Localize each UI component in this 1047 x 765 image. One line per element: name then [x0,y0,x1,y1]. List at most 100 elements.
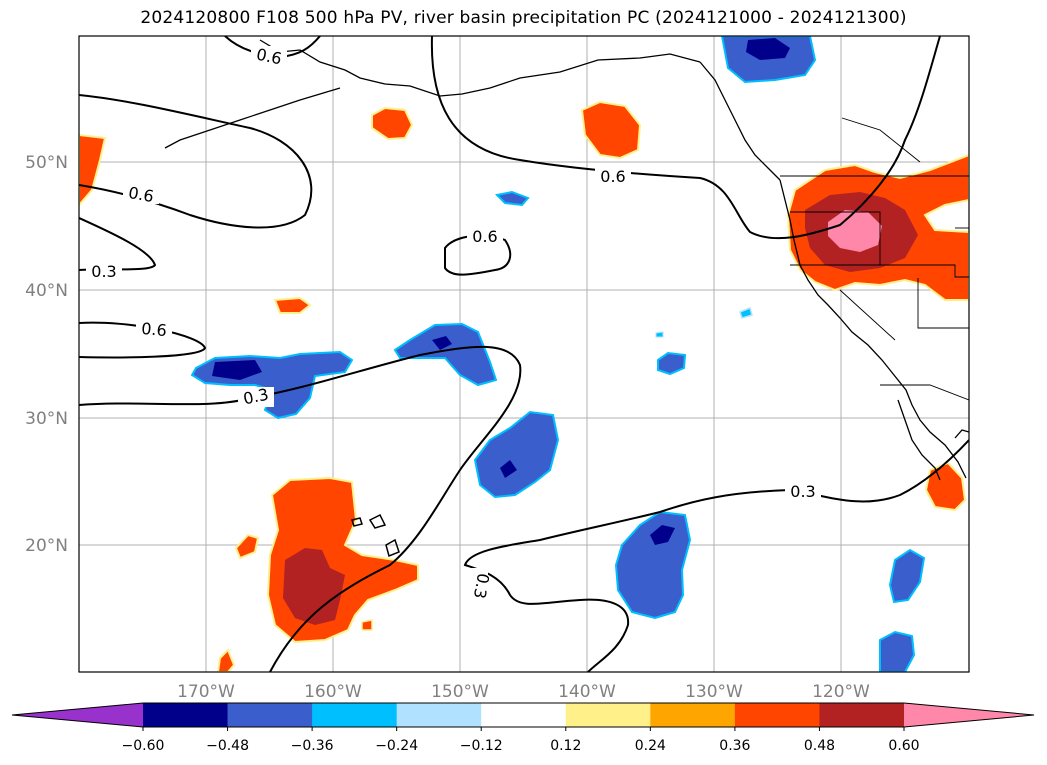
anomaly-blob [657,351,687,376]
anomaly-blob [879,630,916,672]
colorbar-segment [565,703,651,727]
lon-label-150w: 150°W [431,682,489,702]
anomaly-blob [212,360,262,380]
map-frame [78,35,970,673]
anomaly-blob [190,350,354,420]
anomaly-blob [739,306,753,319]
label-background [86,262,122,282]
label-background [785,482,821,502]
state-border [839,289,896,341]
lon-label-160w: 160°W [304,682,362,702]
anomaly-blob [283,548,345,625]
contour-label: 0.6 [255,45,284,69]
colorbar-tick-label: 0.12 [550,738,581,754]
anomaly-blob [500,460,517,478]
southeast-alaska-coast [699,61,781,181]
colorbar-tick-labels: −0.60 −0.48 −0.36 −0.24 −0.12 0.12 0.24 0.36 0.4… [122,727,920,754]
anomaly-blob [361,619,373,631]
label-background [238,387,274,407]
lon-tick-labels: 170°W 160°W 150°W 140°W 130°W 120°W [177,682,870,702]
anomaly-blob [650,525,675,545]
island [385,538,400,558]
anomaly-blob [924,461,967,512]
lon-label-130w: 130°W [685,682,743,702]
colorbar-tick-label: −0.12 [460,738,503,754]
pv-contour-0.3 [463,439,969,672]
anomaly-blob [580,100,642,160]
colorbar-segment [396,703,482,727]
us-mexico-border [880,384,969,401]
mexico-coast [954,429,969,439]
colorbar-segment [650,703,736,727]
alaska-coast [259,39,701,97]
positive-anomaly-fills [79,100,969,672]
contour-label: 0.3 [241,385,270,409]
label-background [595,167,631,187]
colorbar-segment [312,703,398,727]
pv-contour-0.6 [79,321,207,359]
anomaly-blob [655,331,664,338]
contour-label: 0.6 [472,227,497,246]
anomaly-blob [888,548,926,604]
anomaly-blob [234,533,260,560]
map-title: 2024120800 F108 500 hPa PV, river basin … [140,8,907,28]
colorbar-tick-label: −0.60 [122,738,165,754]
lat-label-20n: 20°N [25,536,68,556]
colorbar-extend-min [12,703,143,727]
canada-border [841,117,921,163]
pv-contour-0.6 [430,36,941,240]
anomaly-blob [393,322,498,387]
contour-label: 0.6 [600,167,625,186]
lon-label-120w: 120°W [812,682,870,702]
island [351,517,363,527]
colorbar-tick-label: 0.60 [888,738,919,754]
colorbar-tick-label: 0.36 [719,738,750,754]
state-border [917,278,969,329]
graticule [79,36,969,672]
colorbar: −0.60 −0.48 −0.36 −0.24 −0.12 0.12 0.24 0.36 0.4… [11,702,1035,754]
western-north-america-coast [779,179,967,479]
anomaly-blob [614,510,692,620]
anomaly-blob [273,296,312,314]
anomaly-blob [746,38,790,60]
colorbar-tick-label: −0.36 [291,738,334,754]
contour-label: 0.3 [91,262,116,281]
anomaly-blob [371,106,414,141]
aleutian-islands [164,87,341,149]
colorbar-extend-max [904,703,1034,727]
colorbar-segment [734,703,820,727]
contour-label: 0.6 [127,183,155,206]
contour-label: 0.3 [790,482,815,501]
lat-label-50n: 50°N [25,153,68,173]
colorbar-tick-label: −0.24 [375,738,418,754]
state-border [790,211,969,278]
baja-california-coast [897,399,941,481]
lat-label-40n: 40°N [25,281,68,301]
lon-label-140w: 140°W [558,682,616,702]
colorbar-segments [12,703,1034,727]
anomaly-blob [432,336,452,350]
political-boundaries [780,117,969,401]
colorbar-tick-label: 0.24 [635,738,666,754]
colorbar-tick-label: −0.48 [206,738,249,754]
label-background [123,184,159,204]
lon-label-170w: 170°W [177,682,235,702]
lat-tick-labels: 50°N 40°N 30°N 20°N [25,153,68,556]
anomaly-blob [79,133,107,207]
colorbar-segment [481,703,567,727]
contour-label: 0.6 [141,319,168,340]
anomaly-blob [216,648,236,672]
colorbar-segment [143,703,229,727]
anomaly-blob [828,210,882,252]
label-background [136,320,172,340]
pv-contour-0.6 [79,94,313,229]
label-background [251,46,287,66]
pv-contours [79,36,969,672]
lat-label-30n: 30°N [25,409,68,429]
colorbar-segment [227,703,313,727]
coastlines [164,39,969,558]
island [368,513,387,529]
label-background [464,568,488,602]
negative-anomaly-fills [190,36,926,672]
